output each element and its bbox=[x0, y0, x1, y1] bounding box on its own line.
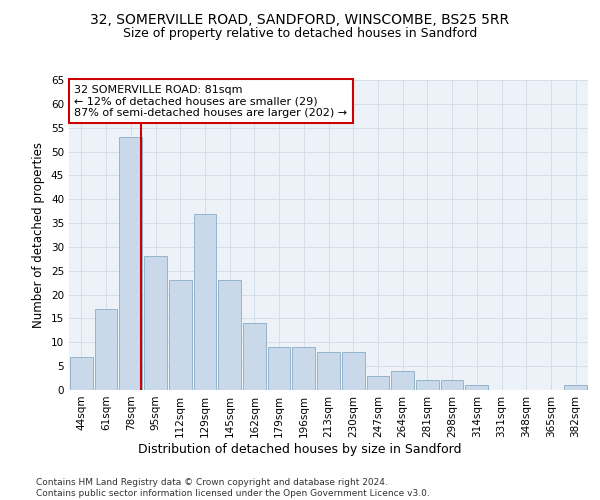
Y-axis label: Number of detached properties: Number of detached properties bbox=[32, 142, 46, 328]
Bar bbox=[119, 137, 142, 390]
Bar bbox=[367, 376, 389, 390]
Bar bbox=[268, 347, 290, 390]
Bar bbox=[95, 309, 118, 390]
Bar bbox=[416, 380, 439, 390]
Bar bbox=[169, 280, 191, 390]
Bar bbox=[292, 347, 315, 390]
Bar bbox=[391, 371, 414, 390]
Bar bbox=[317, 352, 340, 390]
Bar bbox=[342, 352, 365, 390]
Bar bbox=[70, 356, 93, 390]
Bar bbox=[194, 214, 216, 390]
Bar bbox=[564, 385, 587, 390]
Text: Distribution of detached houses by size in Sandford: Distribution of detached houses by size … bbox=[138, 442, 462, 456]
Bar bbox=[441, 380, 463, 390]
Bar bbox=[243, 323, 266, 390]
Bar bbox=[466, 385, 488, 390]
Text: Size of property relative to detached houses in Sandford: Size of property relative to detached ho… bbox=[123, 28, 477, 40]
Text: Contains HM Land Registry data © Crown copyright and database right 2024.
Contai: Contains HM Land Registry data © Crown c… bbox=[36, 478, 430, 498]
Bar bbox=[144, 256, 167, 390]
Bar bbox=[218, 280, 241, 390]
Text: 32 SOMERVILLE ROAD: 81sqm
← 12% of detached houses are smaller (29)
87% of semi-: 32 SOMERVILLE ROAD: 81sqm ← 12% of detac… bbox=[74, 84, 347, 118]
Text: 32, SOMERVILLE ROAD, SANDFORD, WINSCOMBE, BS25 5RR: 32, SOMERVILLE ROAD, SANDFORD, WINSCOMBE… bbox=[91, 12, 509, 26]
